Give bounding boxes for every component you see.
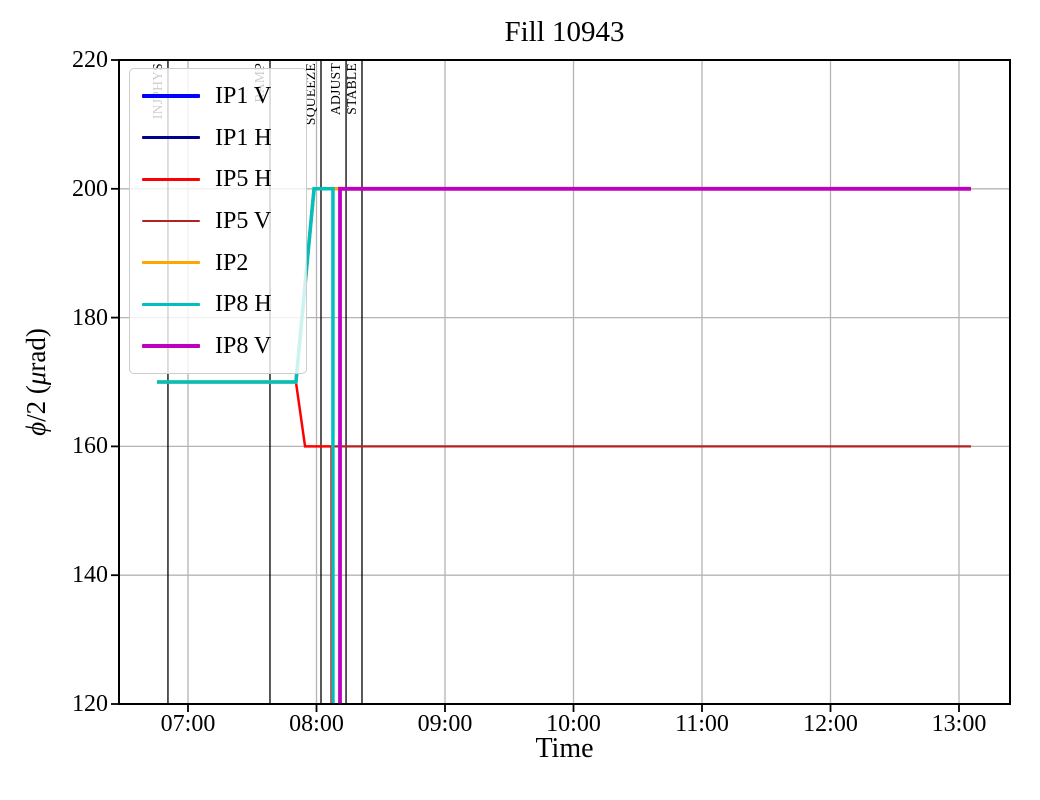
ylabel-mu: μ [21,371,51,386]
plot-border [118,59,1011,705]
legend: IP1 V IP1 H IP5 H IP5 V IP2 IP8 H IP8 V [129,68,307,374]
legend-entry-ip8-h: IP8 H [142,291,306,317]
x-tick-label: 10:00 [546,711,601,737]
legend-swatch [142,94,200,98]
legend-label: IP8 V [215,333,272,360]
series-line-ip8-v [338,186,971,704]
axes-frame [111,59,1011,712]
series-line-ip8-h [157,187,335,704]
y-tick-label: 160 [72,433,108,460]
legend-swatch [142,136,200,139]
legend-label: IP8 H [215,291,272,318]
x-tick-label: 07:00 [160,711,216,737]
series-line-ip5-v [331,445,971,704]
y-axis-label: ϕ/2 (μrad) [16,232,56,532]
ylabel-mid: /2 ( [21,385,51,422]
legend-swatch [142,344,200,348]
legend-label: IP5 H [215,166,272,193]
y-tick-label: 200 [72,175,108,202]
legend-swatch [142,219,200,223]
x-tick-label: 08:00 [289,711,344,737]
x-axis-label: Time [535,733,594,764]
legend-swatch [142,302,200,307]
x-tick-label: 12:00 [803,711,858,737]
legend-entry-ip1-v: IP1 V [142,83,306,109]
series-line-ip5-h [157,380,333,704]
legend-entry-ip5-v: IP5 V [142,208,306,234]
y-tick-label: 140 [72,562,108,589]
legend-swatch [142,260,200,265]
legend-entry-ip5-h: IP5 H [142,166,306,192]
y-tick-label: 220 [72,47,108,73]
y-tick-label: 180 [72,304,108,331]
legend-label: IP5 V [215,207,272,234]
ylabel-end: rad) [21,328,51,372]
x-tick-label: 11:00 [675,711,729,737]
legend-entry-ip2: IP2 [142,250,306,276]
event-label-adjust: ADJUST [328,63,344,116]
legend-entry-ip1-h: IP1 H [142,125,306,151]
x-tick-label: 09:00 [417,711,473,737]
chart-title: Fill 10943 [504,16,625,48]
legend-entry-ip8-v: IP8 V [142,333,306,359]
y-tick-label: 120 [72,691,108,717]
legend-swatch [142,178,200,181]
x-tick-label: 13:00 [931,711,987,737]
legend-label: IP1 H [215,124,272,151]
event-label-stable: STABLE [343,63,359,115]
legend-label: IP1 V [215,82,272,109]
legend-label: IP2 [215,249,249,276]
